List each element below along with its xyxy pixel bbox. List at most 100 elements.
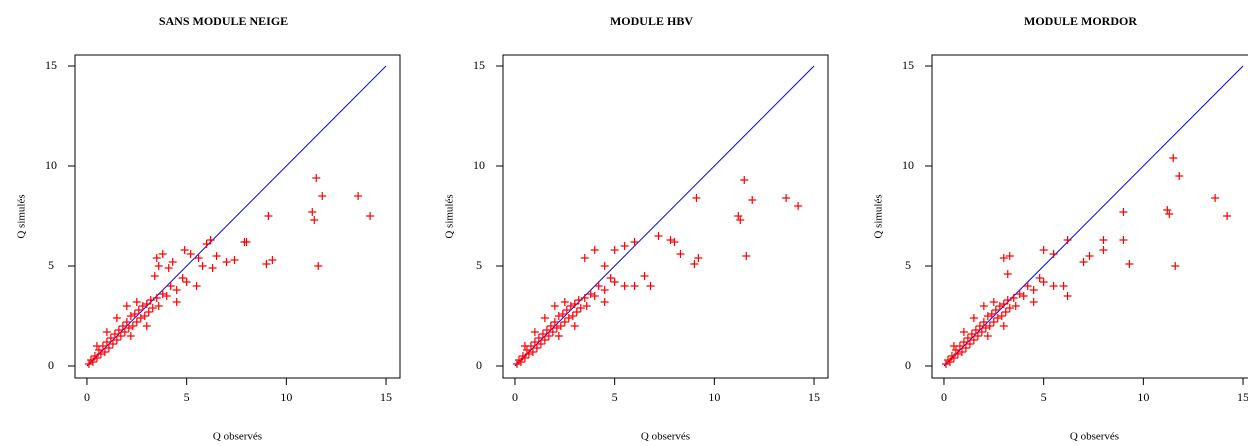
point: [268, 256, 277, 264]
point: [975, 322, 984, 330]
point: [1099, 236, 1108, 244]
x-tick-label: 5: [1041, 390, 1047, 404]
point: [967, 330, 976, 338]
point: [122, 302, 131, 310]
point: [528, 348, 537, 356]
reference-line: [86, 65, 387, 367]
point: [949, 342, 958, 350]
point: [84, 360, 93, 368]
point: [983, 312, 992, 320]
point: [1169, 154, 1178, 162]
point: [1003, 296, 1012, 304]
reference-line: [943, 65, 1244, 367]
point: [1059, 282, 1068, 290]
point: [166, 282, 175, 290]
point: [999, 254, 1008, 262]
point: [208, 264, 217, 272]
point: [590, 292, 599, 300]
point: [582, 302, 591, 310]
point: [564, 314, 573, 322]
point: [594, 282, 603, 290]
point: [138, 302, 147, 310]
plot-frame: [931, 54, 1248, 379]
point: [742, 252, 751, 260]
point: [945, 358, 954, 366]
point: [110, 330, 119, 338]
point: [150, 272, 159, 280]
point: [242, 238, 251, 246]
point: [574, 296, 583, 304]
point: [580, 254, 589, 262]
point: [566, 302, 575, 310]
point: [1029, 286, 1038, 294]
point: [152, 254, 161, 262]
point: [690, 260, 699, 268]
x-tick-label: 0: [941, 390, 947, 404]
plot-frame: [74, 54, 401, 379]
x-tick-label: 5: [184, 390, 190, 404]
point: [666, 236, 675, 244]
point: [524, 350, 533, 358]
point: [977, 328, 986, 336]
point: [981, 324, 990, 332]
point: [570, 322, 579, 330]
point: [536, 340, 545, 348]
point: [318, 192, 327, 200]
point: [965, 340, 974, 348]
point: [172, 298, 181, 306]
point: [989, 318, 998, 326]
point: [734, 212, 743, 220]
point: [572, 308, 581, 316]
point: [522, 346, 531, 354]
point: [88, 358, 97, 366]
point: [963, 334, 972, 342]
point: [997, 312, 1006, 320]
point: [162, 292, 171, 300]
point: [1049, 282, 1058, 290]
point: [520, 342, 529, 350]
y-tick-label: 0: [48, 358, 54, 372]
y-axis-label: Q simulés: [16, 194, 28, 238]
point: [542, 326, 551, 334]
point: [630, 238, 639, 246]
point: [102, 338, 111, 346]
point: [1099, 246, 1108, 254]
point: [991, 306, 1000, 314]
point: [516, 358, 525, 366]
point: [580, 294, 589, 302]
point: [202, 240, 211, 248]
point: [1165, 210, 1174, 218]
point: [154, 302, 163, 310]
point: [947, 352, 956, 360]
point: [600, 286, 609, 294]
point: [136, 314, 145, 322]
plot-frame: [502, 54, 829, 379]
point: [1223, 212, 1232, 220]
point: [989, 298, 998, 306]
point: [1023, 282, 1032, 290]
point: [186, 250, 195, 258]
y-tick-label: 5: [48, 258, 54, 272]
point: [993, 314, 1002, 322]
point: [206, 236, 215, 244]
point: [953, 350, 962, 358]
reference-line: [514, 65, 815, 367]
point: [1171, 262, 1180, 270]
point: [941, 360, 950, 368]
point: [544, 332, 553, 340]
point: [118, 322, 127, 330]
point: [126, 312, 135, 320]
point: [1211, 194, 1220, 202]
point: [606, 274, 615, 282]
point: [1015, 290, 1024, 298]
point: [104, 344, 113, 352]
point: [102, 328, 111, 336]
chart-title: MODULE MORDOR: [1024, 14, 1137, 28]
y-tick-label: 15: [45, 58, 57, 72]
point: [692, 194, 701, 202]
point: [554, 332, 563, 340]
point: [971, 326, 980, 334]
x-axis-label: Q observés: [213, 431, 262, 443]
x-tick-label: 0: [84, 390, 90, 404]
